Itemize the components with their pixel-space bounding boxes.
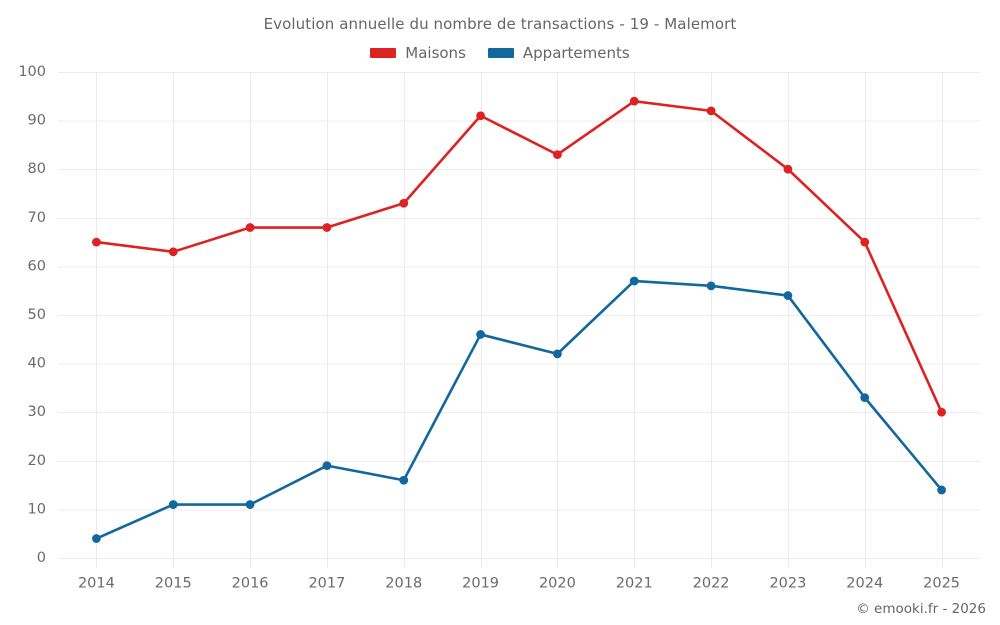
legend-item-maisons[interactable]: Maisons [370,44,466,62]
x-axis-tick-label: 2022 [693,576,730,592]
legend-item-appartements[interactable]: Appartements [487,44,630,62]
x-axis-tick-label: 2024 [846,576,883,592]
data-point[interactable] [476,111,485,121]
data-point[interactable] [629,96,639,106]
x-axis-tick-label: 2017 [308,576,345,592]
data-point[interactable] [937,407,946,417]
legend-swatch-maisons [370,48,397,58]
legend-label-appartements: Appartements [522,44,630,62]
data-point[interactable] [937,485,946,495]
data-point[interactable] [168,500,178,509]
data-point[interactable] [783,164,793,174]
y-axis-tick-label: 40 [28,356,46,372]
series-line-maisons [95,99,943,414]
data-point[interactable] [629,276,639,286]
data-point[interactable] [322,223,332,232]
x-axis-tick-label: 2019 [462,576,499,592]
data-point[interactable] [245,500,255,509]
data-point[interactable] [706,106,716,116]
data-point[interactable] [706,281,716,291]
data-point[interactable] [553,349,562,359]
data-point[interactable] [860,393,870,403]
data-point[interactable] [553,150,562,160]
x-axis-tick-label: 2023 [769,576,806,592]
y-axis-tick-label: 20 [28,453,46,469]
data-point[interactable] [399,198,409,208]
credit-text: © emooki.fr - 2026 [856,601,986,617]
series-line-appartements [95,279,943,540]
y-axis-tick-label: 10 [28,501,46,517]
x-axis-tick-label: 2014 [78,576,115,592]
legend-label-maisons: Maisons [405,44,466,62]
y-axis-tick-label: 80 [28,161,46,177]
data-point[interactable] [783,291,793,300]
y-axis-tick-label: 70 [28,210,46,226]
x-axis-tick-label: 2021 [616,576,653,592]
chart-legend: Maisons Appartements [0,44,1000,62]
y-axis-tick-label: 50 [28,307,46,323]
x-axis-tick-label: 2016 [232,576,269,592]
x-axis-tick-label: 2020 [539,576,576,592]
data-point[interactable] [168,247,178,257]
data-point[interactable] [92,237,101,247]
x-axis-tick-label: 2018 [385,576,422,592]
x-axis-tick-label: 2025 [923,576,960,592]
legend-swatch-appartements [487,48,514,58]
data-point[interactable] [476,330,485,339]
x-axis-tick-label: 2015 [155,576,192,592]
chart-title: Evolution annuelle du nombre de transact… [263,15,737,33]
y-axis-tick-label: 0 [37,550,46,566]
data-point[interactable] [399,475,409,485]
y-axis-tick-label: 100 [18,64,46,80]
data-point[interactable] [245,223,255,232]
y-axis-tick-label: 60 [28,258,46,274]
data-point[interactable] [860,237,870,247]
y-axis-tick-label: 30 [28,404,46,420]
data-point[interactable] [322,461,332,471]
y-axis-tick-label: 90 [28,113,46,129]
data-point[interactable] [92,534,101,543]
